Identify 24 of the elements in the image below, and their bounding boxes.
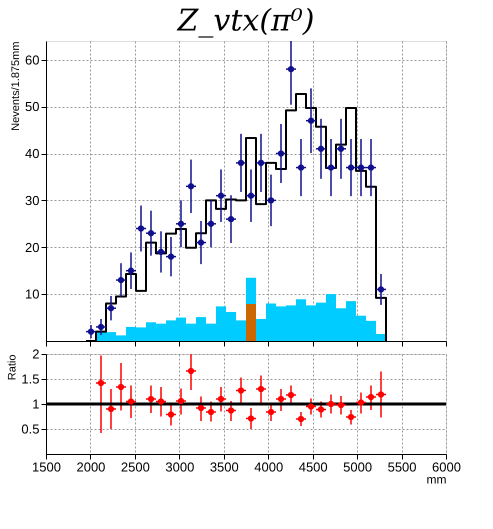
x-tick-label: 4500 (298, 460, 328, 474)
y-tick-label: 1.5 (21, 372, 40, 386)
y-tick-label: 10 (25, 286, 40, 302)
x-tick-label: 5500 (388, 460, 417, 474)
x-tick-label: 6000 (432, 460, 461, 474)
x-tick-label: 3000 (165, 460, 194, 474)
chart-title: Z_vtx(π⁰) (176, 3, 314, 38)
y-axis-title: Ratio (6, 354, 18, 380)
y-tick-label: 30 (25, 192, 40, 208)
y-tick-label: 50 (25, 99, 40, 114)
y-tick-label: 2 (32, 346, 40, 362)
x-tick-label: 2500 (120, 460, 150, 474)
x-tick-label: 1500 (32, 460, 61, 474)
x-axis-title: mm (426, 472, 446, 486)
y-tick-label: 0.5 (21, 422, 40, 436)
x-tick-label: 5000 (343, 460, 372, 474)
x-tick-label: 2000 (76, 460, 106, 474)
y-axis-title: Nevents/1.875mm (10, 42, 22, 131)
x-tick-label: 3500 (210, 460, 239, 474)
y-tick-label: 60 (25, 52, 40, 68)
y-tick-label: 1 (32, 396, 40, 412)
x-tick-label: 4000 (254, 460, 284, 474)
y-tick-label: 20 (25, 240, 40, 255)
y-tick-label: 40 (25, 146, 40, 161)
